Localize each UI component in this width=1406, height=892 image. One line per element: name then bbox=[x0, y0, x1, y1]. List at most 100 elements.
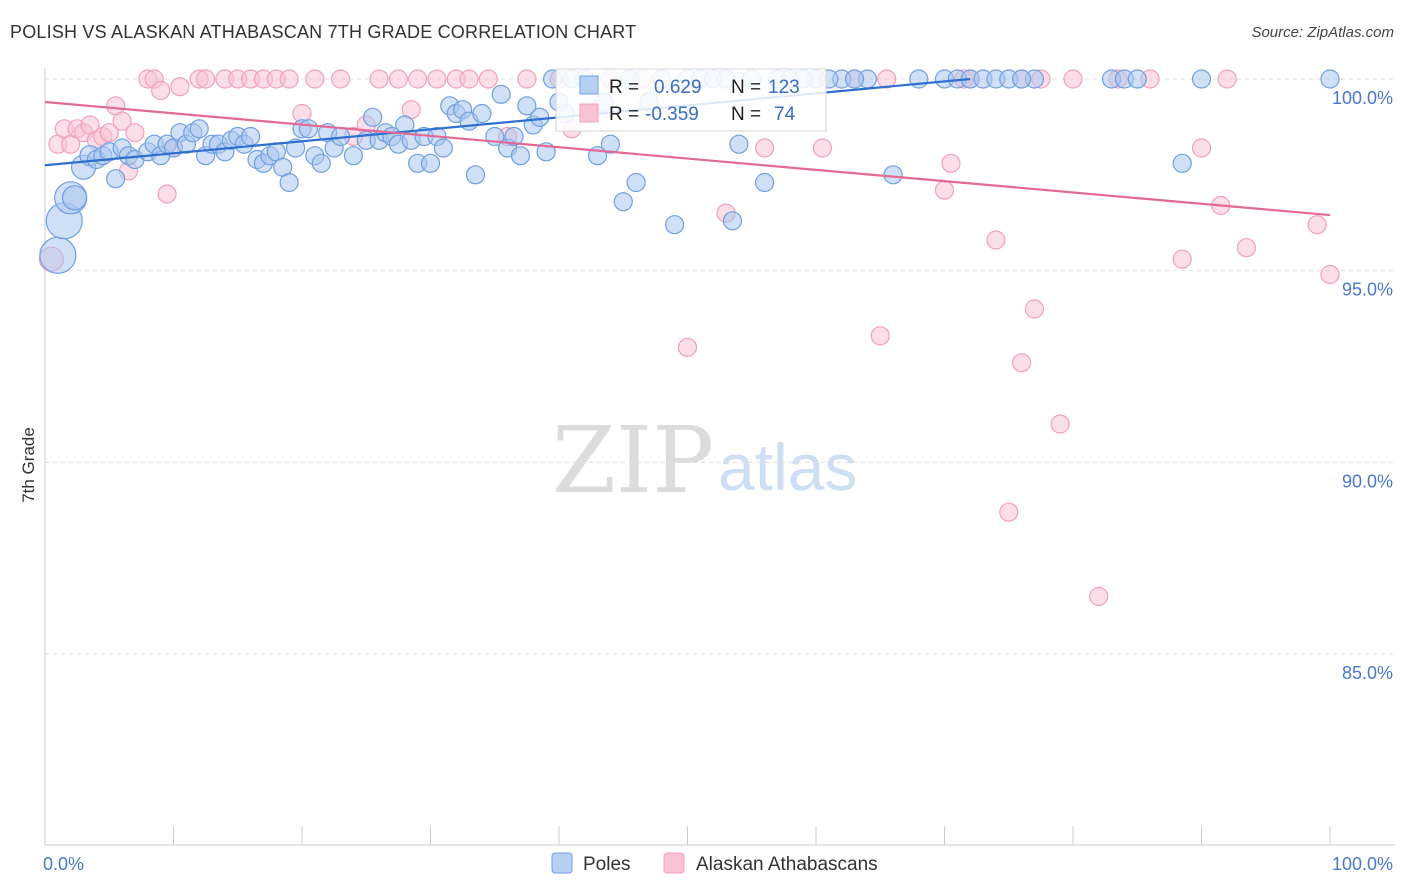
poles-point bbox=[600, 134, 621, 154]
y-tick-label: 90.0% bbox=[1342, 471, 1393, 491]
watermark-zip: ZIP bbox=[552, 407, 714, 514]
poles-point bbox=[883, 165, 903, 185]
athabascans-point bbox=[870, 326, 890, 346]
legend-n-value-athabascans: 74 bbox=[774, 104, 796, 125]
poles-point bbox=[106, 169, 126, 189]
poles-point bbox=[626, 172, 646, 193]
athabascans-point bbox=[1320, 264, 1340, 285]
poles-point bbox=[1011, 69, 1032, 89]
athabascans-point bbox=[517, 69, 537, 89]
athabascans-point bbox=[408, 69, 428, 89]
athabascans-point bbox=[388, 69, 408, 89]
poles-point bbox=[39, 236, 77, 274]
source-label: Source: ZipAtlas.com bbox=[1251, 24, 1394, 41]
athabascans-point bbox=[196, 69, 216, 89]
poles-point bbox=[279, 172, 299, 193]
athabascans-point bbox=[1089, 586, 1109, 607]
poles-point bbox=[433, 138, 453, 158]
bottom-legend-swatch-poles[interactable] bbox=[551, 852, 573, 874]
legend-r-value-poles: 0.629 bbox=[654, 77, 702, 98]
athabascans-point bbox=[1191, 138, 1212, 158]
athabascans-point bbox=[151, 80, 171, 101]
poles-point bbox=[1191, 69, 1212, 89]
poles-point bbox=[241, 126, 261, 147]
poles-point bbox=[343, 146, 363, 166]
athabascans-point bbox=[99, 123, 119, 143]
athabascans-point bbox=[999, 502, 1019, 522]
x-tick-label-min: 0.0% bbox=[43, 854, 84, 874]
legend-r-label-poles: R = bbox=[609, 77, 639, 98]
athabascans-point bbox=[459, 69, 479, 89]
poles-point bbox=[61, 185, 88, 211]
athabascans-point bbox=[170, 77, 190, 97]
athabascans-point bbox=[112, 111, 132, 131]
poles-point bbox=[1172, 153, 1192, 173]
athabascans-point bbox=[986, 230, 1006, 250]
athabascans-point bbox=[1024, 299, 1045, 319]
legend-swatch-athabascans bbox=[579, 103, 599, 123]
x-tick-label-max: 100.0% bbox=[1332, 854, 1393, 874]
bottom-legend-label-athabascans[interactable]: Alaskan Athabascans bbox=[696, 854, 878, 875]
watermark: ZIP atlas bbox=[552, 407, 857, 514]
poles-point bbox=[722, 211, 743, 231]
athabascans-point bbox=[812, 138, 833, 158]
poles-point bbox=[363, 107, 383, 127]
y-tick-label: 85.0% bbox=[1342, 663, 1393, 683]
poles-point bbox=[298, 119, 319, 139]
athabascans-point bbox=[478, 69, 498, 89]
poles-point bbox=[613, 192, 633, 212]
athabascans-point bbox=[934, 180, 955, 200]
athabascans-point bbox=[754, 138, 775, 158]
athabascans-point bbox=[1172, 249, 1192, 269]
athabascans-point bbox=[125, 123, 145, 143]
athabascans-point bbox=[427, 69, 447, 89]
poles-point bbox=[420, 153, 441, 173]
poles-point bbox=[510, 146, 531, 166]
bottom-legend-label-poles[interactable]: Poles bbox=[583, 854, 631, 875]
legend-r-value-athabascans: -0.359 bbox=[645, 104, 699, 125]
poles-point bbox=[189, 119, 209, 139]
legend-n-label-poles: N = bbox=[731, 77, 761, 98]
poles-point bbox=[472, 103, 492, 124]
poles-point bbox=[754, 172, 775, 193]
y-tick-label: 100.0% bbox=[1332, 88, 1393, 108]
athabascans-point bbox=[279, 69, 299, 89]
gridlines bbox=[45, 78, 1395, 655]
athabascans-point bbox=[1063, 69, 1083, 89]
athabascans-point bbox=[369, 69, 389, 89]
watermark-atlas: atlas bbox=[718, 430, 857, 504]
bottom-legend-swatch-athabascans[interactable] bbox=[663, 852, 685, 874]
poles-point bbox=[665, 215, 685, 235]
athabascans-point bbox=[877, 69, 897, 89]
axes bbox=[44, 68, 1395, 846]
athabascans-point bbox=[1217, 69, 1237, 89]
athabascans-point bbox=[1236, 238, 1257, 258]
poles-point bbox=[844, 69, 865, 89]
poles-point bbox=[1320, 69, 1340, 89]
legend-r-label-athabascans: R = bbox=[609, 104, 639, 125]
athabascans-point bbox=[1307, 215, 1327, 235]
chart-title: POLISH VS ALASKAN ATHABASCAN 7TH GRADE C… bbox=[10, 22, 637, 42]
poles-point bbox=[491, 84, 511, 104]
x-tick-labels: 0.0% 100.0% bbox=[43, 854, 1393, 874]
athabascans-point bbox=[330, 69, 351, 89]
poles-point bbox=[517, 96, 537, 116]
poles-point bbox=[1127, 69, 1147, 89]
poles-point bbox=[530, 107, 550, 127]
athabascans-point bbox=[677, 337, 698, 357]
athabascans-point bbox=[941, 153, 961, 173]
poles-point bbox=[729, 134, 749, 154]
athabascans-point bbox=[157, 184, 177, 204]
y-axis-label: 7th Grade bbox=[19, 427, 38, 503]
trend-line-athabascans bbox=[44, 100, 1331, 217]
athabascans-point bbox=[1011, 353, 1032, 373]
legend-n-value-poles: 123 bbox=[768, 77, 800, 98]
athabascans-point bbox=[1050, 414, 1070, 434]
series-legend: Poles Alaskan Athabascans bbox=[551, 852, 878, 875]
correlation-legend: R = 0.629 N = 123 R = -0.359 N = 74 bbox=[555, 68, 827, 132]
y-tick-label: 95.0% bbox=[1342, 280, 1393, 300]
poles-point bbox=[504, 126, 524, 147]
poles-point bbox=[285, 138, 306, 158]
athabascans-point bbox=[305, 69, 325, 89]
